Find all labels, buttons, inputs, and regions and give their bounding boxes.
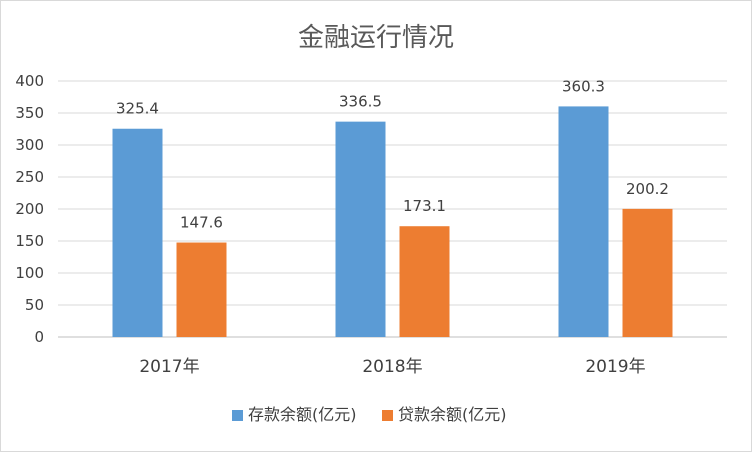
x-category-label: 2019年 bbox=[585, 357, 645, 377]
y-axis-ticks: 0 50 100 150 200 250 300 350 400 bbox=[15, 72, 44, 346]
bar bbox=[622, 208, 673, 337]
legend-label: 贷款余额(亿元) bbox=[398, 405, 507, 424]
y-tick-label: 0 bbox=[34, 328, 44, 346]
legend-swatch bbox=[232, 410, 243, 421]
y-tick-label: 50 bbox=[25, 296, 44, 314]
data-label: 147.6 bbox=[180, 214, 223, 232]
data-label: 336.5 bbox=[339, 93, 382, 111]
x-category-label: 2017年 bbox=[139, 357, 199, 377]
data-label: 360.3 bbox=[562, 77, 605, 95]
bar bbox=[335, 121, 386, 337]
bar bbox=[558, 106, 609, 338]
x-axis-categories: 2017年 2018年 2019年 bbox=[139, 357, 645, 377]
y-tick-label: 150 bbox=[15, 232, 44, 250]
legend-label: 存款余额(亿元) bbox=[248, 405, 357, 424]
legend: 存款余额(亿元) 贷款余额(亿元) bbox=[232, 405, 507, 424]
y-tick-label: 100 bbox=[15, 264, 44, 282]
bar bbox=[112, 128, 163, 337]
y-tick-label: 400 bbox=[15, 72, 44, 90]
data-label: 173.1 bbox=[403, 197, 446, 215]
data-label: 325.4 bbox=[116, 100, 159, 118]
data-labels: 325.4 147.6 336.5 173.1 360.3 200.2 bbox=[116, 77, 669, 231]
gridlines bbox=[58, 80, 727, 338]
y-tick-label: 300 bbox=[15, 136, 44, 154]
y-tick-label: 250 bbox=[15, 168, 44, 186]
bar bbox=[399, 226, 450, 337]
x-category-label: 2018年 bbox=[362, 357, 422, 377]
bars bbox=[112, 106, 673, 338]
legend-swatch bbox=[382, 410, 393, 421]
y-tick-label: 200 bbox=[15, 200, 44, 218]
chart-title: 金融运行情况 bbox=[298, 23, 454, 53]
bar bbox=[176, 242, 227, 337]
y-tick-label: 350 bbox=[15, 104, 44, 122]
data-label: 200.2 bbox=[626, 180, 669, 198]
